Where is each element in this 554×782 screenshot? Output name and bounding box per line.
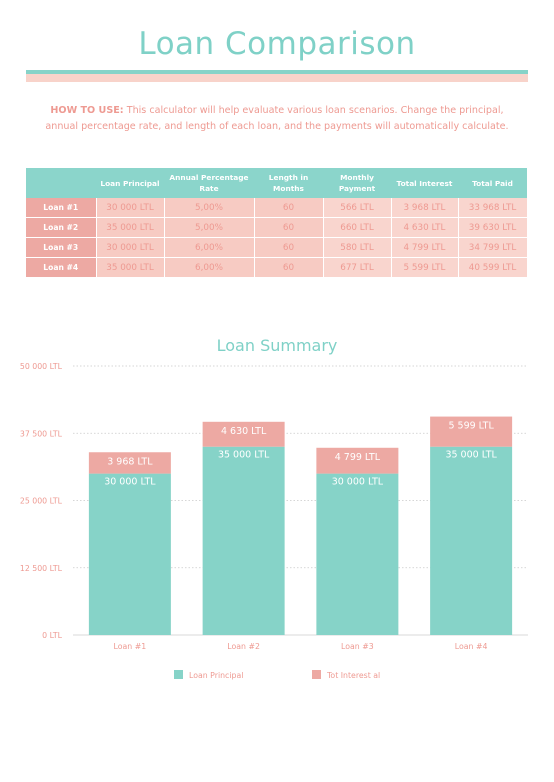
bar-label-interest: 3 968 LTL (107, 456, 153, 467)
cell-length[interactable]: 60 (254, 257, 324, 278)
title-divider-teal (26, 70, 528, 74)
x-tick-label: Loan #3 (341, 642, 374, 651)
bar-principal (88, 473, 171, 635)
cell-monthly: 580 LTL (323, 237, 392, 258)
how-to-use-body: This calculator will help evaluate vario… (45, 105, 509, 132)
how-to-use-text: HOW TO USE: This calculator will help ev… (34, 103, 520, 135)
legend-label: Tot Interest al (326, 671, 380, 680)
bar-label-principal: 30 000 LTL (104, 477, 156, 488)
row-label: Loan #1 (26, 198, 97, 218)
loan-table: Loan Principal Annual Percentage Rate Le… (26, 168, 528, 278)
cell-apr[interactable]: 5,00% (164, 198, 255, 218)
legend-label: Loan Principal (189, 671, 243, 680)
cell-interest: 5 599 LTL (391, 257, 459, 278)
bar-label-principal: 30 000 LTL (332, 477, 384, 488)
cell-apr[interactable]: 6,00% (164, 257, 255, 278)
cell-interest: 4 799 LTL (391, 237, 459, 258)
y-tick-label: 50 000 LTL (20, 362, 63, 371)
x-tick-label: Loan #1 (114, 642, 147, 651)
bar-interest (202, 421, 285, 447)
row-label: Loan #4 (26, 257, 97, 278)
cell-length[interactable]: 60 (254, 237, 324, 258)
y-tick-label: 37 500 LTL (20, 429, 63, 438)
cell-length[interactable]: 60 (254, 198, 324, 218)
table-row: Loan #4 35 000 LTL 6,00% 60 677 LTL 5 59… (26, 257, 528, 278)
cell-principal[interactable]: 35 000 LTL (96, 217, 165, 238)
cell-total: 39 630 LTL (458, 217, 528, 238)
cell-total: 34 799 LTL (458, 237, 528, 258)
cell-total: 33 968 LTL (458, 198, 528, 218)
cell-length[interactable]: 60 (254, 217, 324, 238)
cell-apr[interactable]: 5,00% (164, 217, 255, 238)
table-header-total: Total Paid (458, 168, 527, 198)
cell-interest: 4 630 LTL (391, 217, 459, 238)
bar-principal (316, 473, 399, 635)
cell-principal[interactable]: 30 000 LTL (96, 198, 165, 218)
y-tick-label: 12 500 LTL (20, 564, 63, 573)
row-label: Loan #3 (26, 237, 97, 258)
table-row: Loan #1 30 000 LTL 5,00% 60 566 LTL 3 96… (26, 198, 528, 218)
table-header-interest: Total Interest (391, 168, 458, 198)
table-header-monthly: Monthly Payment (323, 168, 391, 198)
cell-monthly: 660 LTL (323, 217, 392, 238)
title-divider-pink (26, 74, 528, 82)
table-header-principal: Loan Principal (96, 168, 164, 198)
table-header-row: Loan Principal Annual Percentage Rate Le… (26, 168, 527, 198)
chart-title: Loan Summary (216, 336, 338, 355)
cell-principal[interactable]: 30 000 LTL (96, 237, 165, 258)
bar-interest (88, 452, 171, 474)
bar-principal (202, 446, 285, 635)
cell-monthly: 677 LTL (323, 257, 392, 278)
bar-label-interest: 4 630 LTL (221, 426, 267, 437)
y-tick-label: 0 LTL (42, 631, 62, 640)
table-row: Loan #2 35 000 LTL 5,00% 60 660 LTL 4 63… (26, 217, 528, 238)
row-label: Loan #2 (26, 217, 97, 238)
cell-monthly: 566 LTL (323, 198, 392, 218)
bar-label-interest: 4 799 LTL (335, 452, 381, 463)
y-tick-label: 25 000 LTL (20, 497, 63, 506)
table-header-blank (26, 168, 96, 198)
legend-swatch (174, 670, 183, 679)
bar-interest (430, 416, 513, 447)
bar-principal (430, 446, 513, 635)
cell-apr[interactable]: 6,00% (164, 237, 255, 258)
bar-interest (316, 447, 399, 474)
bar-label-principal: 35 000 LTL (218, 450, 270, 461)
cell-principal[interactable]: 35 000 LTL (96, 257, 165, 278)
table-header-apr: Annual Percentage Rate (164, 168, 254, 198)
legend-swatch (312, 670, 321, 679)
table-header-length: Length in Months (254, 168, 323, 198)
x-tick-label: Loan #2 (227, 642, 260, 651)
cell-total: 40 599 LTL (458, 257, 528, 278)
bar-label-principal: 35 000 LTL (445, 450, 497, 461)
table-row: Loan #3 30 000 LTL 6,00% 60 580 LTL 4 79… (26, 237, 528, 258)
cell-interest: 3 968 LTL (391, 198, 459, 218)
bar-label-interest: 5 599 LTL (448, 421, 494, 432)
how-to-use-lead: HOW TO USE: (50, 105, 124, 116)
x-tick-label: Loan #4 (455, 642, 488, 651)
page-title: Loan Comparison (138, 26, 416, 62)
